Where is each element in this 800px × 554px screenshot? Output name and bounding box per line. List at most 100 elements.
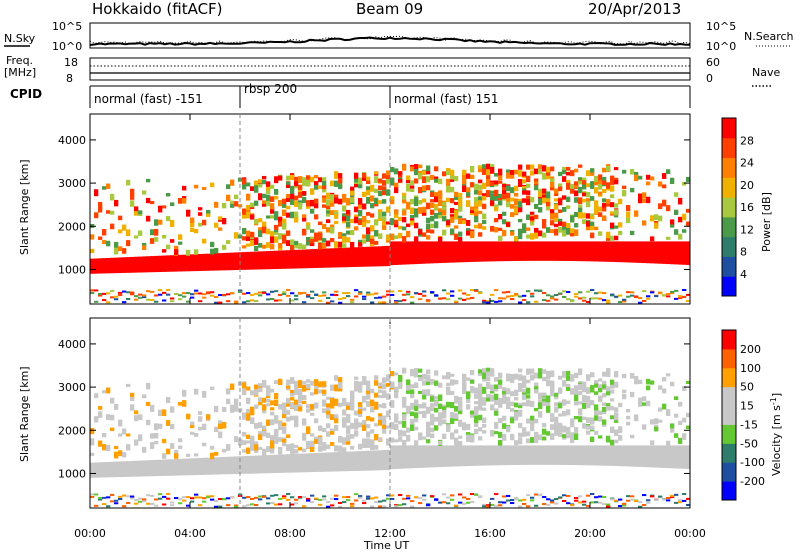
velocity-cell: [154, 498, 159, 501]
power-cell: [330, 180, 335, 187]
power-cell: [178, 197, 183, 204]
power-cell: [582, 299, 587, 302]
velocity-cell: [630, 495, 635, 498]
velocity-cell: [570, 421, 575, 428]
power-cell: [222, 218, 227, 225]
power-cell: [246, 292, 251, 295]
velocity-cell: [674, 501, 679, 504]
velocity-cell: [486, 367, 491, 372]
velocity-cell: [646, 499, 651, 502]
power-cell: [130, 293, 135, 296]
power-cell: [402, 293, 407, 296]
power-cell: [458, 206, 463, 212]
velocity-cell: [494, 493, 499, 496]
velocity-cell: [242, 412, 247, 419]
velocity-cell: [186, 496, 191, 499]
velocity-cell: [662, 445, 667, 468]
velocity-cell: [266, 386, 271, 393]
power-cell: [210, 182, 215, 188]
power-cell: [502, 291, 507, 294]
power-cell: [662, 184, 667, 189]
power-cell: [430, 215, 435, 222]
power-cell: [290, 250, 295, 269]
velocity-cell: [190, 497, 195, 500]
velocity-cell: [526, 394, 531, 399]
velocity-cell: [298, 380, 303, 385]
power-cell: [470, 207, 475, 214]
velocity-cell: [610, 439, 615, 446]
velocity-cell: [522, 427, 527, 432]
velocity-cell: [286, 401, 291, 407]
power-cell: [362, 239, 367, 244]
power-cell: [530, 233, 535, 240]
power-cell: [410, 296, 415, 299]
power-cell: [590, 297, 595, 300]
velocity-cell: [346, 419, 351, 423]
velocity-cell: [454, 395, 459, 402]
power-cell: [602, 299, 607, 302]
velocity-cell: [606, 369, 611, 377]
power-cell: [646, 297, 651, 300]
power-cell: [686, 293, 691, 296]
velocity-cell: [638, 397, 643, 404]
power-cell: [402, 199, 407, 204]
velocity-cell: [578, 401, 583, 405]
power-cell: [386, 221, 391, 225]
power-cell: [174, 249, 179, 256]
velocity-cell: [114, 502, 119, 505]
velocity-cell: [526, 399, 531, 405]
power-cell: [558, 226, 563, 233]
velocity-cell: [230, 404, 235, 410]
power-cell: [538, 198, 543, 206]
velocity-cell: [458, 422, 463, 427]
power-cell: [442, 206, 447, 213]
velocity-cell: [286, 492, 291, 495]
power-cell: [346, 247, 351, 268]
power-cell: [438, 208, 443, 213]
colorbar-tick-label: 15: [740, 400, 754, 413]
power-cell: [126, 291, 131, 294]
velocity-cell: [410, 370, 415, 377]
velocity-cell: [558, 496, 563, 499]
power-cell: [522, 241, 527, 261]
power-cell: [270, 298, 275, 301]
power-cell: [166, 244, 171, 250]
power-cell: [358, 209, 363, 217]
power-cell: [534, 300, 539, 303]
velocity-cell: [350, 422, 355, 429]
power-cell: [414, 201, 419, 207]
power-cell: [470, 182, 475, 188]
power-cell: [430, 241, 435, 264]
velocity-cell: [530, 420, 535, 424]
velocity-cell: [466, 391, 471, 398]
power-cell: [418, 292, 423, 295]
power-cell: [178, 241, 183, 245]
colorbar-swatch: [722, 481, 736, 501]
power-cell: [170, 300, 175, 303]
velocity-cell: [466, 497, 471, 500]
velocity-cell: [162, 503, 167, 506]
velocity-cell: [138, 414, 143, 419]
velocity-cell: [678, 501, 683, 504]
velocity-cell: [398, 375, 403, 380]
velocity-cell: [438, 418, 443, 426]
velocity-cell: [374, 401, 379, 409]
power-cell: [562, 207, 567, 211]
power-cell: [422, 185, 427, 192]
power-cell: [626, 211, 631, 218]
velocity-cell: [110, 500, 115, 503]
power-cell: [166, 193, 171, 197]
power-cell: [370, 235, 375, 239]
power-cell: [374, 246, 379, 267]
velocity-cell: [286, 409, 291, 415]
power-cell: [542, 172, 547, 180]
velocity-cell: [630, 373, 635, 379]
power-cell: [494, 196, 499, 201]
power-cell: [226, 194, 231, 202]
colorbar-swatch: [722, 462, 736, 482]
velocity-cell: [498, 504, 503, 507]
power-cell: [342, 197, 347, 203]
velocity-cell: [346, 405, 351, 410]
